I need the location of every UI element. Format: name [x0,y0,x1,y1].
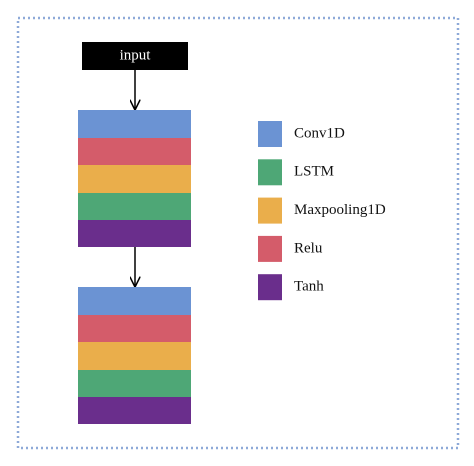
legend-label: Relu [294,240,323,256]
legend-swatch [258,159,282,186]
legend-label: LSTM [294,164,334,180]
legend-swatch [258,274,282,301]
lstm-layer [78,370,191,397]
layer-stack [78,287,191,424]
legend-label: Maxpooling1D [294,202,386,218]
input-label: input [120,47,152,63]
maxpooling-layer [78,342,191,370]
tanh-layer [78,397,191,424]
tanh-layer [78,220,191,247]
layer-stack [78,110,191,247]
legend-swatch [258,235,282,262]
legend-swatch [258,197,282,224]
frame [16,16,460,450]
conv1d-layer [78,287,191,315]
lstm-layer [78,193,191,220]
relu-layer [78,138,191,165]
maxpooling-layer [78,165,191,193]
input-box [82,42,188,70]
legend-swatch [258,121,282,147]
legend-label: Tanh [294,279,324,295]
relu-layer [78,315,191,342]
conv1d-layer [78,110,191,138]
legend: Conv1D LSTM Maxpooling1D Relu Tanh [258,121,386,301]
legend-label: Conv1D [294,125,345,141]
